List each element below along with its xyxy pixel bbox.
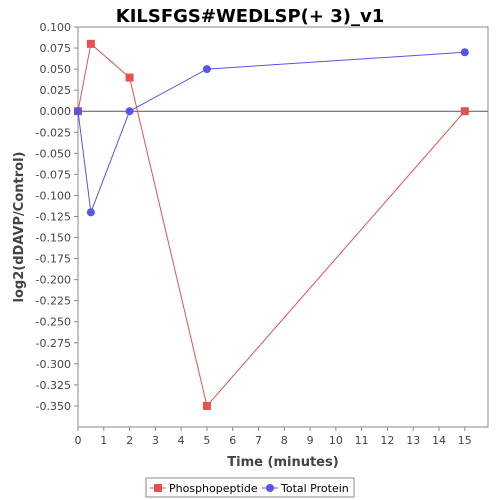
data-point-phosphopeptide <box>460 107 469 116</box>
legend-label-phosphopeptide: Phosphopeptide <box>169 482 258 495</box>
x-tick-label: 2 <box>126 434 133 447</box>
chart-title: KILSFGS#WEDLSP(+ 3)_v1 <box>116 6 385 27</box>
data-point-phosphopeptide <box>86 39 95 48</box>
x-tick-label: 9 <box>307 434 314 447</box>
y-tick-label: 0.100 <box>40 21 72 34</box>
x-tick-label: 1 <box>100 434 107 447</box>
x-tick-label: 3 <box>152 434 159 447</box>
x-tick-label: 0 <box>75 434 82 447</box>
legend: Phosphopeptide Total Protein <box>145 477 355 498</box>
y-tick-label: -0.200 <box>36 274 71 287</box>
x-tick-label: 5 <box>203 434 210 447</box>
y-tick-label: -0.325 <box>36 379 71 392</box>
x-tick-label: 6 <box>229 434 236 447</box>
series-group <box>74 39 469 410</box>
x-tick-label: 8 <box>281 434 288 447</box>
data-point-phosphopeptide <box>125 73 134 82</box>
x-axis-label: Time (minutes) <box>227 455 338 470</box>
y-tick-label: -0.100 <box>36 189 71 202</box>
x-tick-label: 11 <box>355 434 369 447</box>
y-tick-label: -0.225 <box>36 295 71 308</box>
x-axis: 0 1 2 3 4 5 6 7 8 9 10 11 12 13 14 15 <box>75 427 472 447</box>
y-tick-label: -0.025 <box>36 126 71 139</box>
y-tick-label: -0.125 <box>36 210 71 223</box>
data-point-total-protein <box>74 107 82 116</box>
legend-square-icon <box>154 484 162 492</box>
y-tick-label: -0.275 <box>36 337 71 350</box>
data-point-total-protein <box>202 65 211 74</box>
y-tick-label: 0.025 <box>40 84 72 97</box>
x-tick-label: 15 <box>458 434 472 447</box>
y-tick-label: -0.150 <box>36 232 71 245</box>
x-tick-label: 13 <box>406 434 420 447</box>
y-tick-label: -0.350 <box>36 400 71 413</box>
data-point-total-protein <box>86 208 95 217</box>
legend-circle-icon <box>266 484 274 492</box>
y-tick-label: -0.050 <box>36 147 71 160</box>
y-axis-label: log2(dDAVP/Control) <box>12 152 27 303</box>
legend-box <box>145 477 355 498</box>
y-tick-label: -0.250 <box>36 316 71 329</box>
data-point-total-protein <box>460 48 469 57</box>
y-tick-label: -0.300 <box>36 358 71 371</box>
y-axis: 0.100 0.075 0.050 0.025 0.000 -0.025 -0.050 -0.… <box>36 21 78 413</box>
y-tick-label: 0.050 <box>40 63 72 76</box>
x-tick-label: 12 <box>380 434 394 447</box>
y-tick-label: -0.175 <box>36 253 71 266</box>
x-tick-label: 10 <box>329 434 343 447</box>
data-point-phosphopeptide <box>202 401 211 410</box>
y-tick-label: 0.075 <box>40 42 72 55</box>
y-tick-label: 0.000 <box>40 105 72 118</box>
x-tick-label: 14 <box>432 434 446 447</box>
x-tick-label: 4 <box>178 434 185 447</box>
y-tick-label: -0.075 <box>36 168 71 181</box>
x-tick-label: 7 <box>255 434 262 447</box>
plot-area <box>77 26 489 428</box>
legend-label-total-protein: Total Protein <box>280 482 349 495</box>
data-point-total-protein <box>125 107 134 116</box>
